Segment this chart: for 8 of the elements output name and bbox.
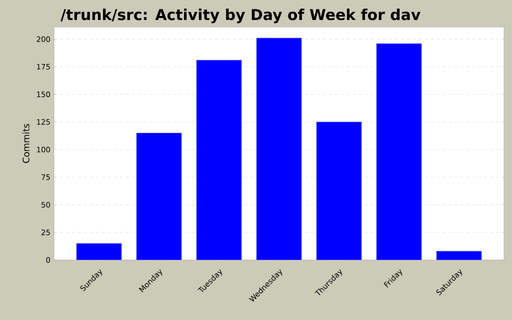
bar [76,243,122,260]
bar [316,122,362,260]
chart-title: /trunk/src: Activity by Day of Week for dav [60,8,420,24]
y-axis-title: Commits [22,124,30,163]
bar [256,38,302,260]
bar [136,133,182,260]
bar [376,44,422,260]
bar [196,60,242,260]
